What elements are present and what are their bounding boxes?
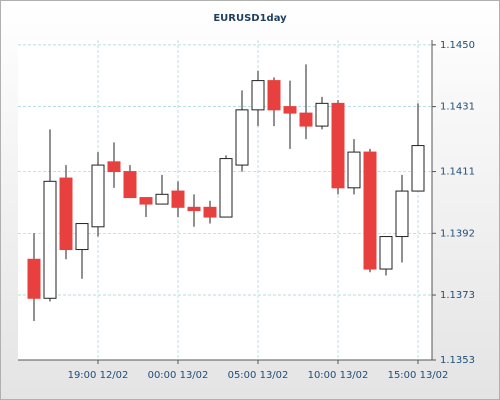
- candle-body: [219, 158, 233, 218]
- candle-body: [299, 112, 313, 127]
- x-tick-label: 19:00 12/02: [68, 370, 129, 381]
- y-tick-label: 1.1353: [440, 355, 475, 366]
- y-tick-label: 1.1373: [440, 290, 475, 301]
- candle-body: [331, 102, 345, 189]
- candle-body: [267, 80, 281, 111]
- candle-body: [155, 193, 169, 205]
- x-tick-label: 00:00 13/02: [148, 370, 209, 381]
- candle-body: [107, 161, 121, 173]
- candle-body: [315, 102, 329, 127]
- candle-body: [363, 151, 377, 270]
- candle-body: [251, 80, 265, 111]
- y-tick-label: 1.1392: [440, 228, 475, 239]
- y-tick-label: 1.1450: [440, 40, 475, 51]
- candle-body: [43, 180, 57, 299]
- candle-body: [411, 145, 425, 192]
- candle-body: [27, 258, 41, 299]
- x-tick-label: 10:00 13/02: [308, 370, 369, 381]
- x-tick-label: 05:00 13/02: [228, 370, 289, 381]
- candle-body: [59, 177, 73, 251]
- chart-title: EURUSD1day: [213, 13, 287, 24]
- x-tick-label: 15:00 13/02: [388, 370, 449, 381]
- candle-body: [395, 190, 409, 238]
- candle-body: [171, 190, 185, 208]
- candle-body: [283, 106, 297, 114]
- y-tick-label: 1.1431: [440, 102, 475, 113]
- candle-body: [347, 151, 361, 189]
- candle-body: [235, 109, 249, 166]
- candle-body: [379, 236, 393, 270]
- candle-body: [139, 197, 153, 205]
- y-tick-label: 1.1411: [440, 167, 475, 178]
- candle-body: [91, 164, 105, 228]
- candle-body: [75, 223, 89, 251]
- candle-body: [187, 206, 201, 212]
- candle-body: [203, 206, 217, 218]
- candle-body: [123, 171, 137, 199]
